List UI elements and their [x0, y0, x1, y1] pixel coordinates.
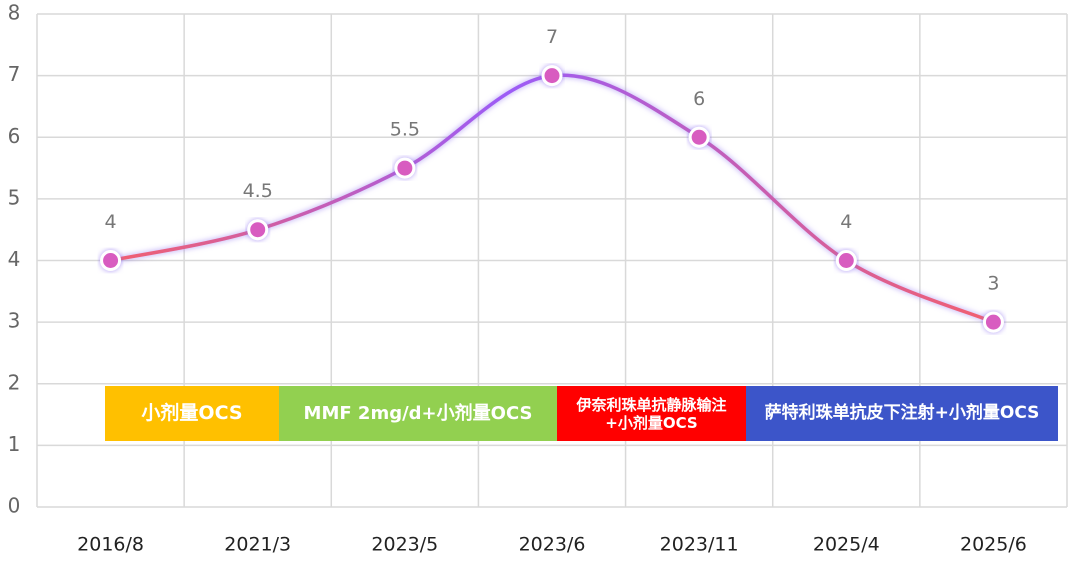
- point: [688, 126, 710, 148]
- x-tick-label: 2016/8: [77, 534, 144, 556]
- data-label: 7: [546, 26, 558, 48]
- data-label: 3: [987, 273, 999, 295]
- annotation: MMF 2mg/d+小剂量OCS: [279, 386, 557, 441]
- point: [835, 250, 857, 271]
- data-label: 6: [693, 88, 705, 110]
- data-label: 4: [840, 211, 852, 233]
- annotation: 小剂量OCS: [105, 386, 279, 441]
- annotation: 萨特利珠单抗皮下注射+小剂量OCS: [746, 386, 1058, 441]
- y-tick-label: 2: [8, 370, 21, 394]
- y-tick-label: 5: [8, 185, 21, 209]
- data-label: 5.5: [390, 119, 420, 141]
- y-tick-label: 7: [8, 62, 21, 86]
- y-tick-label: 1: [8, 432, 21, 456]
- annotation: 伊奈利珠单抗静脉输注+小剂量OCS: [557, 386, 746, 441]
- y-tick-label: 3: [8, 309, 21, 333]
- point: [247, 219, 269, 241]
- y-tick-label: 8: [8, 1, 21, 25]
- data-label: 4: [105, 211, 117, 233]
- y-tick-label: 6: [8, 124, 21, 148]
- point: [100, 250, 122, 271]
- point: [394, 157, 416, 179]
- y-tick-label: 0: [8, 494, 21, 518]
- x-tick-label: 2025/4: [813, 534, 880, 556]
- x-tick-label: 2023/6: [519, 534, 586, 556]
- point: [982, 311, 1004, 333]
- y-tick-label: 4: [8, 247, 21, 271]
- point: [541, 65, 563, 87]
- x-tick-label: 2023/5: [371, 534, 438, 556]
- data-label: 4.5: [243, 180, 273, 202]
- x-tick-label: 2023/11: [660, 534, 739, 556]
- x-tick-label: 2025/6: [960, 534, 1027, 556]
- x-tick-label: 2021/3: [224, 534, 291, 556]
